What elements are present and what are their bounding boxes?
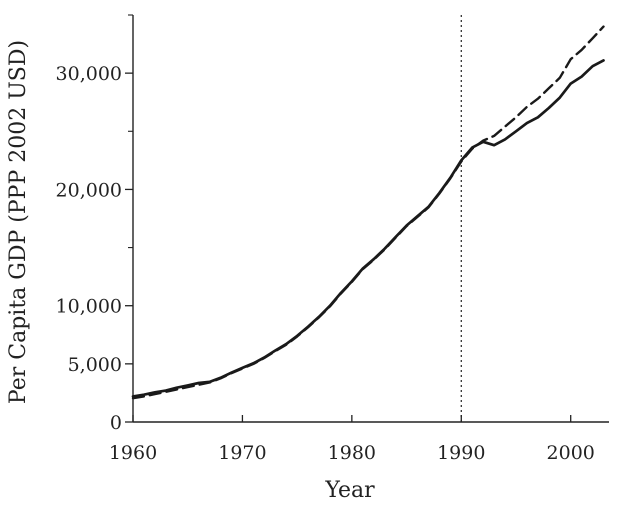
plot-area: 1960 1970 1980 1990 2000 0 5,000 10,000 20,000 30…: [56, 14, 609, 464]
x-tick-label: 2000: [547, 442, 595, 464]
series-line-solid: [131, 59, 605, 398]
x-tick-label: 1970: [218, 442, 266, 464]
x-tick-label: 1980: [328, 442, 376, 464]
y-tick-label: 10,000: [56, 296, 122, 318]
x-tick-label: 1960: [109, 442, 157, 464]
x-axis-title: Year: [324, 478, 375, 503]
y-tick-label: 30,000: [56, 63, 122, 85]
y-tick-label: 0: [110, 412, 122, 434]
y-axis-title: Per Capita GDP (PPP 2002 USD): [6, 40, 31, 404]
x-tick-label: 1990: [437, 442, 485, 464]
y-tick-label: 5,000: [68, 354, 122, 376]
series-line-dashed: [131, 25, 605, 400]
y-tick-label: 20,000: [56, 179, 122, 201]
